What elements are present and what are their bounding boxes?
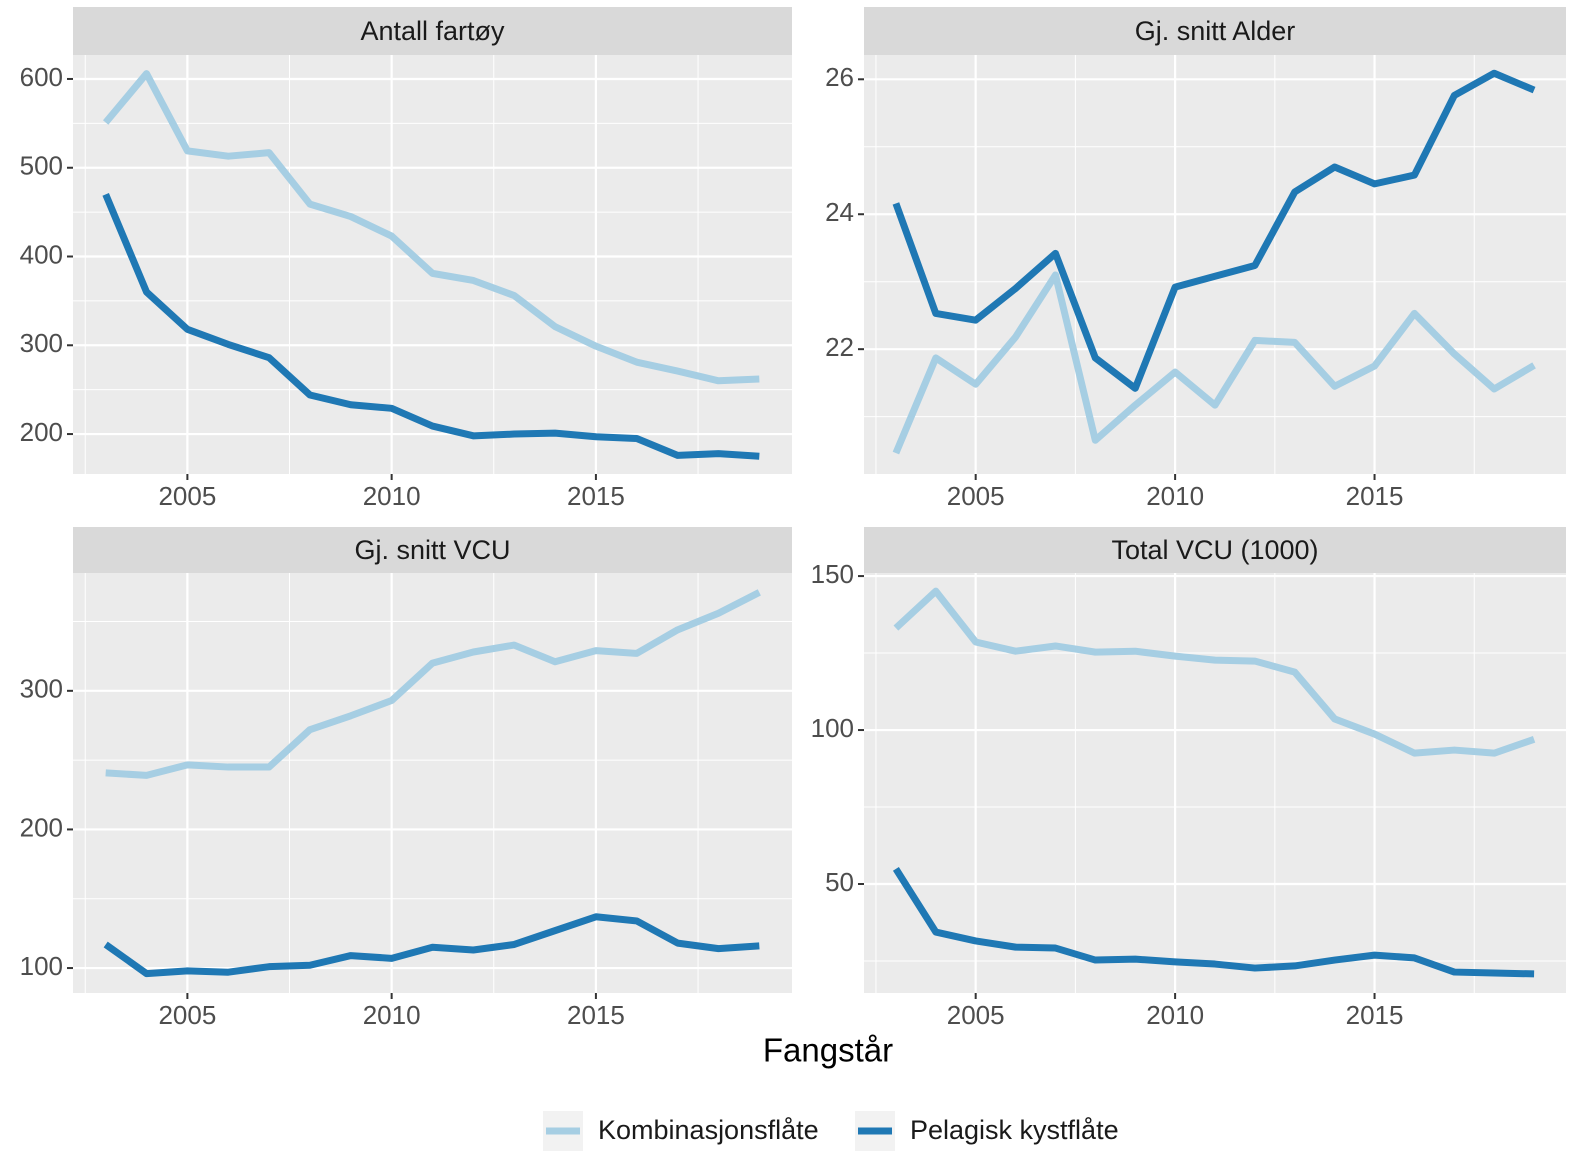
x-tick-label: 2005 (158, 1000, 216, 1030)
series-line (102, 193, 760, 460)
strip-background (73, 527, 792, 573)
x-axis-title: Fangstår (763, 1032, 893, 1069)
strip-background (864, 527, 1566, 573)
x-tick-label: 2010 (363, 1000, 421, 1030)
x-tick-label: 2005 (947, 1000, 1005, 1030)
series-line (892, 867, 1535, 978)
y-tick-label: 500 (20, 151, 63, 181)
y-tick-label: 50 (825, 867, 854, 897)
panel-title: Total VCU (1000) (1111, 535, 1318, 565)
y-tick-label: 150 (811, 559, 854, 589)
y-tick-label: 600 (20, 62, 63, 92)
x-tick-label: 2010 (1146, 481, 1204, 511)
series-line (103, 913, 760, 978)
panel-title: Gj. snitt Alder (1135, 16, 1296, 46)
x-tick-label: 2010 (1146, 1000, 1204, 1030)
x-tick-label: 2015 (567, 1000, 625, 1030)
panel-background (864, 55, 1566, 474)
series-line (892, 271, 1536, 455)
strip-background (73, 7, 792, 55)
x-tick-label: 2010 (363, 481, 421, 511)
x-tick-label: 2015 (1346, 1000, 1404, 1030)
y-tick-label: 24 (825, 197, 854, 227)
x-tick-label: 2005 (158, 481, 216, 511)
y-tick-label: 100 (811, 713, 854, 743)
strip-background (864, 7, 1566, 55)
legend-label: Pelagisk kystflåte (910, 1115, 1119, 1145)
series-line (102, 70, 760, 385)
legend-label: Kombinasjonsflåte (598, 1115, 819, 1145)
panel-title: Antall fartøy (360, 16, 505, 46)
x-tick-label: 2015 (567, 481, 625, 511)
y-tick-label: 300 (20, 674, 63, 704)
series-line (893, 587, 1536, 757)
y-tick-label: 200 (20, 417, 63, 447)
y-tick-label: 26 (825, 62, 854, 92)
panel-background (73, 55, 792, 474)
y-tick-label: 100 (20, 951, 63, 981)
y-tick-label: 200 (20, 812, 63, 842)
panel-background (73, 573, 792, 993)
x-tick-label: 2015 (1346, 481, 1404, 511)
y-tick-label: 22 (825, 332, 854, 362)
y-tick-label: 300 (20, 328, 63, 358)
y-tick-label: 400 (20, 239, 63, 269)
series-line (105, 589, 761, 779)
panel-title: Gj. snitt VCU (354, 535, 510, 565)
x-tick-label: 2005 (947, 481, 1005, 511)
series-line (892, 69, 1536, 392)
